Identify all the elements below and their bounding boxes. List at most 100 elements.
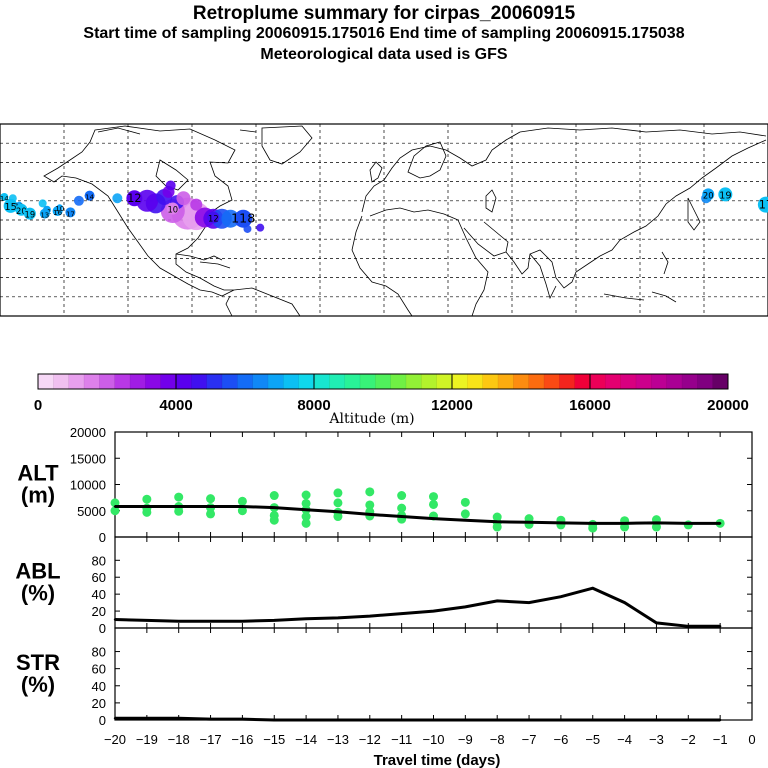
series-vertex [336,510,340,513]
series-line [115,716,721,722]
india-outline [529,253,557,300]
colorbar-cell [375,373,392,390]
plume-day-label: 14 [85,194,94,202]
y-tick-label: 80 [92,645,106,660]
x-tick-label: −8 [490,732,505,747]
colorbar-cell [252,373,269,390]
series-vertex [241,505,244,508]
y-axis-label: (%) [21,581,55,606]
series-vertex [368,718,371,722]
colorbar-cell [451,373,468,390]
series-vertex [559,718,563,722]
plume-day-label: 15 [4,202,16,213]
indonesia [603,291,677,303]
x-tick-label: 0 [748,732,755,747]
mediterranean [369,207,459,221]
series-vertex [209,717,212,721]
series-vertex [400,718,403,722]
x-tick-label: −15 [263,732,285,747]
colorbar-cell [467,373,484,390]
series-vertex [687,522,690,525]
panel-abl: 80 60 40 20 0 ABL(%) [15,536,753,636]
altitude-point [397,491,407,501]
panel-frame [114,536,753,629]
series-vertex [687,718,690,722]
y-axis-label: (%) [21,672,55,697]
series-vertex [432,517,435,520]
series-vertex [241,717,244,721]
series-vertex [527,521,531,524]
y-tick-label: 60 [92,570,106,585]
series-vertex [432,609,435,613]
altitude-point [206,509,216,519]
colorbar-cell [129,373,146,390]
plume-label-dot [234,209,253,228]
series-vertex [718,625,722,628]
x-axis-ticks: −20 −19 −18 −17 −16 −15 −14 −13 −12 −11 −10 −9 −8 −7−… [104,732,756,747]
colorbar-cell [298,373,315,390]
greenland [261,125,313,165]
y-tick-label: 5000 [77,504,106,519]
series-vertex [718,718,722,722]
x-tick-label: −2 [681,732,696,747]
world-map: 1415182019111316101714121012118201917 [0,123,768,317]
plume-label-dot [757,196,768,213]
x-tick-label: −10 [422,732,444,747]
plume-point [165,180,176,191]
series-vertex [623,522,626,525]
colorbar-cell [313,373,330,390]
altitude-colorbar: 0 4000 8000 12000 16000 20000 Altitude (m) [34,373,749,427]
plume-label-dot [3,198,18,213]
colorbar-cell [605,373,622,390]
colorbar-tick-label: 20000 [707,397,749,414]
colorbar-cell [114,373,131,390]
plume-day-label: 17 [66,210,75,218]
plume-label-dot [166,202,179,215]
altitude-point [301,518,311,528]
series-vertex [304,617,308,620]
altitude-point [301,512,311,522]
colorbar-cell [528,373,545,390]
y-tick-label: 0 [99,713,106,728]
altitude-point [142,507,152,517]
y-tick-label: 80 [92,553,106,568]
colorbar-cell [574,373,591,390]
series-vertex [177,505,180,508]
altitude-point [651,522,661,532]
y-tick-label: 0 [99,621,106,636]
altitude-point [492,522,502,532]
colorbar-tick-label: 8000 [297,397,330,414]
arctic-islands [97,127,257,135]
plume-day-labels: 1415182019111316101714121012118201917 [0,187,768,228]
panel-alt: 20000 15000 10000 5000 0 ALT(m) [17,425,753,545]
series-vertex [177,620,180,623]
altitude-point [301,498,311,508]
series-vertex [368,513,371,516]
series-vertex [400,515,403,518]
plume-point [256,223,265,232]
series-vertex [496,599,499,603]
gulf-coast [175,253,223,261]
y-axis-label: STR [16,650,60,675]
time-panels: 20000150001000050000ALT(m)806040200ABL(%… [15,425,753,728]
scandinavia [407,141,447,179]
colorbar-cell [697,373,714,390]
altitude-point [237,496,247,506]
colorbar-cell [436,373,453,390]
series-line [114,586,721,628]
north-america-coast [43,125,236,297]
x-tick-label: −14 [295,732,317,747]
plume-label-dot [65,207,76,218]
x-tick-label: −7 [522,732,537,747]
altitude-point [365,500,375,510]
plume-day-label: 14 [0,195,9,203]
plume-day-label: 16 [53,209,62,217]
series-vertex [304,508,308,511]
x-tick-label: −5 [585,732,600,747]
plume-day-label: 19 [719,190,731,201]
x-tick-label: −13 [327,732,349,747]
y-tick-label: 10000 [70,478,106,493]
x-tick-label: −19 [136,732,158,747]
series-vertex [368,614,371,618]
